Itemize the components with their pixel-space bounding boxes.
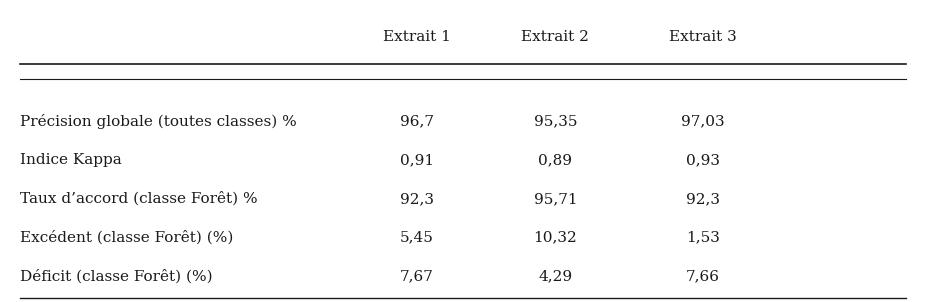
Text: 10,32: 10,32 xyxy=(533,231,577,245)
Text: Extrait 3: Extrait 3 xyxy=(669,30,737,44)
Text: 95,35: 95,35 xyxy=(533,114,577,128)
Text: 1,53: 1,53 xyxy=(686,231,720,245)
Text: Déficit (classe Forêt) (%): Déficit (classe Forêt) (%) xyxy=(19,269,212,284)
Text: Excédent (classe Forêt) (%): Excédent (classe Forêt) (%) xyxy=(19,231,233,245)
Text: 4,29: 4,29 xyxy=(538,270,572,284)
Text: 0,93: 0,93 xyxy=(686,153,720,167)
Text: Indice Kappa: Indice Kappa xyxy=(19,153,121,167)
Text: 97,03: 97,03 xyxy=(682,114,725,128)
Text: 92,3: 92,3 xyxy=(400,192,434,206)
Text: 0,91: 0,91 xyxy=(400,153,434,167)
Text: 7,67: 7,67 xyxy=(400,270,433,284)
Text: 0,89: 0,89 xyxy=(538,153,572,167)
Text: 96,7: 96,7 xyxy=(400,114,434,128)
Text: 95,71: 95,71 xyxy=(533,192,577,206)
Text: Extrait 1: Extrait 1 xyxy=(383,30,451,44)
Text: 5,45: 5,45 xyxy=(400,231,433,245)
Text: 92,3: 92,3 xyxy=(686,192,720,206)
Text: Extrait 2: Extrait 2 xyxy=(521,30,589,44)
Text: 7,66: 7,66 xyxy=(686,270,720,284)
Text: Taux d’accord (classe Forêt) %: Taux d’accord (classe Forêt) % xyxy=(19,192,257,206)
Text: Précision globale (toutes classes) %: Précision globale (toutes classes) % xyxy=(19,114,296,129)
